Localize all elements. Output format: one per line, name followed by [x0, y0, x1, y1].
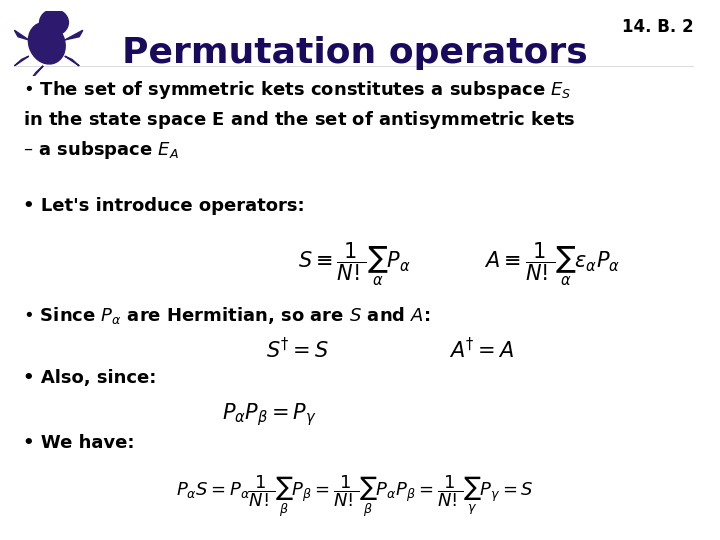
Text: • Since $P_{\alpha}$ are Hermitian, so are $S$ and $A$:: • Since $P_{\alpha}$ are Hermitian, so a… [22, 305, 430, 326]
Text: • Also, since:: • Also, since: [22, 369, 156, 387]
Text: $P_{\alpha}S = P_{\alpha}\dfrac{1}{N!}\sum_{\beta}P_{\beta} = \dfrac{1}{N!}\sum_: $P_{\alpha}S = P_{\alpha}\dfrac{1}{N!}\s… [176, 474, 534, 520]
Polygon shape [65, 56, 79, 66]
Circle shape [40, 10, 68, 36]
Text: Permutation operators: Permutation operators [122, 36, 588, 70]
Polygon shape [65, 30, 83, 40]
Polygon shape [14, 56, 29, 66]
Polygon shape [29, 66, 43, 82]
Text: $A^{\dagger} = A$: $A^{\dagger} = A$ [449, 337, 514, 362]
Text: $S^{\dagger} = S$: $S^{\dagger} = S$ [266, 337, 329, 362]
Text: • Let's introduce operators:: • Let's introduce operators: [22, 198, 304, 215]
Text: 14. B. 2: 14. B. 2 [621, 17, 693, 36]
Ellipse shape [28, 23, 66, 64]
Text: • We have:: • We have: [22, 434, 134, 452]
Text: $P_{\alpha}P_{\beta} = P_{\gamma}$: $P_{\alpha}P_{\beta} = P_{\gamma}$ [222, 402, 317, 428]
Text: $A \equiv \dfrac{1}{N!}\sum_{\alpha} \varepsilon_{\alpha} P_{\alpha}$: $A \equiv \dfrac{1}{N!}\sum_{\alpha} \va… [484, 240, 620, 288]
Text: • The set of symmetric kets constitutes a subspace $E_S$
in the state space $\ma: • The set of symmetric kets constitutes … [22, 79, 575, 161]
Polygon shape [14, 30, 29, 40]
Text: $S \equiv \dfrac{1}{N!}\sum_{\alpha} P_{\alpha}$: $S \equiv \dfrac{1}{N!}\sum_{\alpha} P_{… [298, 240, 410, 288]
